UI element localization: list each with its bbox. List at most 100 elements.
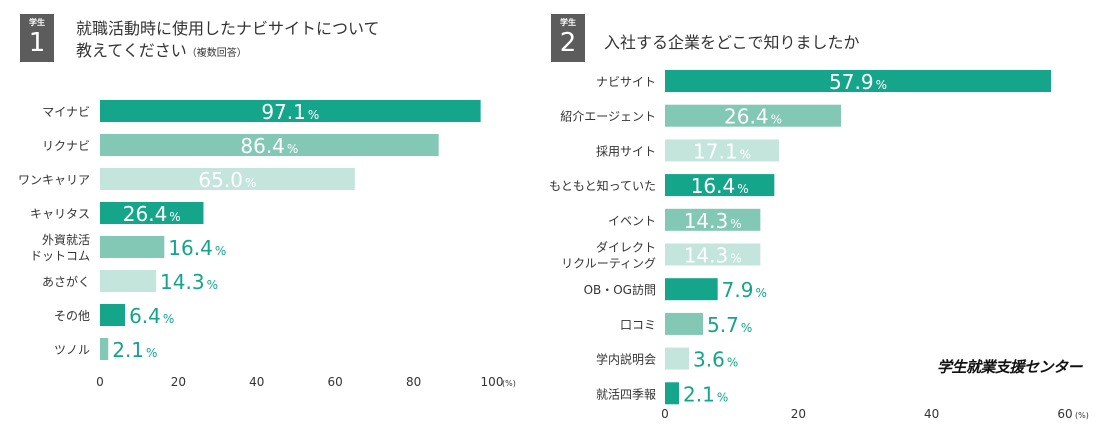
badge-number: 1 [28,28,46,58]
bar [665,278,718,301]
x-tick-label: 40 [249,375,264,389]
bar [100,236,165,258]
value-number: 26.4 [724,105,769,129]
x-tick-label: 0 [96,375,104,389]
category-label: 採用サイト [596,144,656,158]
value-label: 17.1% [693,139,751,163]
bar [100,338,109,360]
value-label: 14.3% [684,244,742,268]
value-unit: % [730,252,741,266]
category-label: リクナビ [42,139,90,153]
badge-label: 学生 [560,18,576,27]
value-number: 14.3 [160,270,205,294]
value-label: 26.4% [724,105,782,129]
bar [100,100,481,122]
x-tick-label: 20 [791,407,806,421]
chart-title: 入社する企業をどこで知りましたか [604,32,860,54]
value-number: 26.4 [123,202,168,226]
category-label: ワンキャリア [18,173,90,187]
value-label: 6.4% [129,304,174,328]
value-number: 65.0 [198,168,243,192]
value-number: 86.4 [240,134,285,158]
value-unit: % [207,278,218,292]
value-label: 7.9% [722,278,767,302]
value-unit: % [215,244,226,258]
category-label: ダイレクト [596,240,656,255]
value-number: 57.9 [829,70,874,94]
value-number: 17.1 [693,139,738,163]
value-number: 16.4 [168,236,213,260]
value-label: 65.0% [198,168,256,192]
value-label: 2.1% [683,382,728,406]
value-unit: % [727,356,738,370]
category-label: イベント [608,214,656,228]
value-unit: % [741,321,752,335]
value-label: 14.3% [160,270,218,294]
value-label: 16.4% [168,236,226,260]
value-number: 2.1 [683,382,715,406]
value-unit: % [163,312,174,326]
chart-title-line-1: 就職活動時に使用したナビサイトについて [76,19,380,38]
category-label: マイナビ [42,105,90,119]
category-label: 口コミ [620,318,656,332]
x-tick-label: 80 [406,375,421,389]
value-unit: % [308,108,319,122]
value-label: 16.4% [691,174,749,198]
value-number: 14.3 [684,244,729,268]
x-tick-label: 40 [924,407,939,421]
value-label: 97.1% [261,100,319,124]
bar [100,134,439,156]
badge-number: 2 [559,28,577,58]
value-unit: % [146,346,157,360]
value-number: 5.7 [707,313,739,337]
x-tick-label: 60 [1057,407,1072,421]
category-label: ナビサイト [596,75,656,89]
bar [665,104,841,127]
value-label: 14.3% [684,209,742,233]
category-label: OB・OG訪問 [584,282,656,297]
bar [665,347,689,370]
bar [665,70,1051,92]
student-badge-1: 学生 1 [20,14,54,62]
badge-label: 学生 [29,18,45,27]
bar [100,270,157,292]
value-number: 16.4 [691,174,736,198]
x-axis-unit: (%) [502,379,516,388]
bar [100,168,355,190]
bar [100,304,126,326]
chart-title: 就職活動時に使用したナビサイトについて 教えてください（複数回答） [76,18,380,65]
student-badge-2: 学生 2 [551,14,585,62]
value-label: 26.4% [123,202,181,226]
value-unit: % [287,142,298,156]
category-label: ツノル [54,343,90,357]
value-unit: % [245,176,256,190]
x-tick-label: 60 [328,375,343,389]
value-label: 2.1% [112,338,157,362]
category-label: その他 [54,309,90,323]
category-label: 紹介エージェント [560,110,656,124]
value-number: 14.3 [684,209,729,233]
category-label: ドットコム [30,249,90,263]
value-number: 7.9 [722,278,754,302]
chart-panel-company-discovery: 学生 2 入社する企業をどこで知りましたか ナビサイト 57.9% 紹介エージェント… [548,0,1108,436]
bar [665,312,703,335]
value-label: 5.7% [707,313,752,337]
value-label: 57.9% [829,70,887,94]
value-unit: % [876,78,887,92]
bar-chart-navi-sites: マイナビ 97.1 % リクナビ 86.4 % ワンキャリア 65.0 % キャリタス 26.4 % 外… [18,100,516,389]
bar [665,243,761,266]
value-number: 6.4 [129,304,161,328]
x-tick-label: 20 [171,375,186,389]
bar [665,174,775,197]
bar-chart-company-discovery: ナビサイト 57.9 % 紹介エージェント 26.4 % 採用サイト 17.1 % もともと知って… [549,70,1089,421]
category-label: もともと知っていた [549,179,656,193]
value-number: 3.6 [693,348,725,372]
bar [665,139,779,162]
category-label: リクルーティング [561,257,656,271]
value-label: 86.4% [240,134,298,158]
value-unit: % [717,390,728,404]
category-label: 就活四季報 [596,387,656,401]
category-label: 外資就活 [42,233,90,247]
chart-title-line-2: 教えてください [76,41,187,60]
x-tick-label: 100 [481,375,504,389]
